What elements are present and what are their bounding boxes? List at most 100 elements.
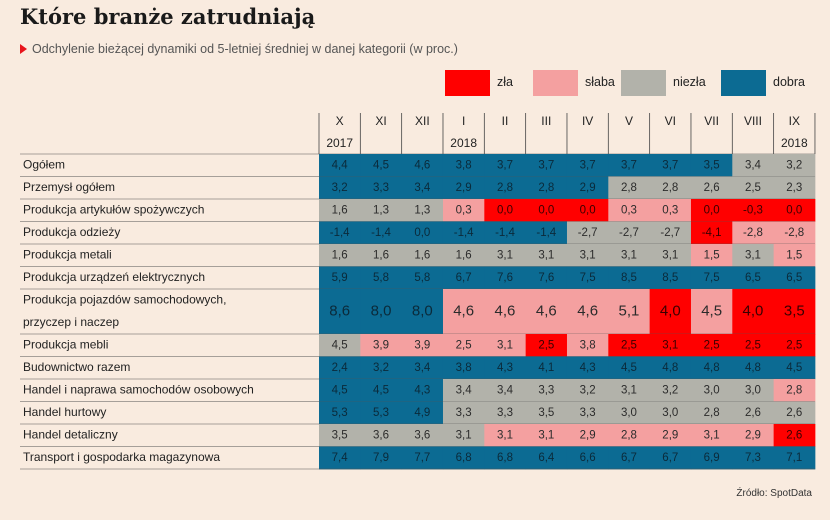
- data-cell: [649, 401, 692, 425]
- data-cell: [690, 334, 733, 357]
- cell-value: 3,4: [497, 384, 514, 396]
- cell-value: 4,8: [662, 362, 678, 374]
- cell-value: 3,3: [580, 407, 596, 419]
- cell-value: 3,1: [662, 339, 678, 351]
- data-cell: [484, 221, 527, 245]
- cell-value: 4,5: [621, 362, 637, 374]
- data-cell: [319, 266, 361, 290]
- cell-value: 2,9: [745, 429, 761, 441]
- cell-value: 3,1: [704, 429, 720, 441]
- cell-value: 3,6: [373, 429, 389, 441]
- data-cell: [319, 221, 361, 245]
- data-cell: [608, 221, 651, 245]
- cell-value: 5,3: [373, 407, 389, 419]
- cell-value: 6,9: [704, 452, 720, 464]
- cell-value: 6,6: [580, 452, 596, 464]
- cell-value: 7,5: [704, 272, 720, 284]
- data-cell: [690, 289, 733, 335]
- cell-value: 5,8: [414, 272, 430, 284]
- data-cell: [442, 334, 485, 357]
- cell-value: 7,4: [332, 452, 349, 464]
- cell-value: 3,4: [414, 362, 431, 374]
- data-cell: [360, 176, 403, 200]
- data-cell: [525, 379, 568, 402]
- data-cell: [484, 266, 527, 290]
- row-label: Produkcja mebli: [23, 337, 108, 351]
- data-cell: [360, 401, 403, 425]
- data-cell: [566, 446, 609, 470]
- cell-value: 6,8: [456, 452, 472, 464]
- data-cell: [773, 446, 816, 470]
- cell-value: 3,1: [497, 249, 513, 261]
- data-cell: [360, 379, 403, 402]
- cell-value: 3,1: [621, 384, 637, 396]
- data-cell: [566, 356, 609, 380]
- data-cell: [649, 154, 692, 177]
- data-cell: [484, 289, 527, 335]
- data-cell: [442, 221, 485, 245]
- cell-value: 4,5: [701, 302, 722, 319]
- data-cell: [732, 446, 775, 470]
- data-cell: [442, 176, 485, 200]
- source-note: Źródło: SpotData: [736, 488, 812, 499]
- cell-value: 4,3: [414, 384, 430, 396]
- cell-value: 7,6: [538, 272, 554, 284]
- data-cell: [608, 244, 651, 267]
- data-cell: [732, 401, 775, 425]
- cell-value: 2,6: [704, 182, 720, 194]
- cell-value: 8,5: [662, 272, 678, 284]
- data-cell: [773, 424, 816, 447]
- cell-value: 3,5: [704, 159, 720, 171]
- cell-value: 8,0: [371, 302, 392, 319]
- cell-value: -1,4: [454, 227, 474, 239]
- data-cell: [690, 266, 733, 290]
- data-cell: [319, 334, 361, 357]
- data-cell: [566, 289, 609, 335]
- cell-value: 2,8: [621, 182, 637, 194]
- subtitle-text: Odchylenie bieżącej dynamiki od 5-letnie…: [32, 42, 458, 56]
- data-cell: [690, 176, 733, 200]
- cell-value: 3,1: [662, 249, 678, 261]
- triangle-bullet-icon: [20, 44, 27, 54]
- data-cell: [525, 244, 568, 267]
- cell-value: 1,6: [373, 249, 389, 261]
- cell-value: 3,5: [332, 429, 348, 441]
- data-cell: [442, 289, 485, 335]
- cell-value: 0,0: [580, 204, 596, 216]
- column-header: VI: [665, 114, 676, 128]
- data-cell: [773, 356, 816, 380]
- data-cell: [649, 379, 692, 402]
- cell-value: 6,4: [538, 452, 555, 464]
- cell-value: 1,6: [332, 204, 348, 216]
- data-cell: [401, 289, 444, 335]
- data-cell: [442, 401, 485, 425]
- row-label: Budownictwo razem: [23, 360, 130, 374]
- data-cell: [690, 446, 733, 470]
- data-cell: [525, 334, 568, 357]
- cell-value: 4,5: [373, 159, 389, 171]
- cell-value: 6,5: [786, 272, 802, 284]
- data-cell: [484, 446, 527, 470]
- row-label: Ogółem: [23, 157, 65, 171]
- data-cell: [484, 334, 527, 357]
- data-cell: [608, 289, 651, 335]
- data-cell: [649, 266, 692, 290]
- data-cell: [484, 154, 527, 177]
- cell-value: 2,9: [580, 182, 596, 194]
- legend-swatch-niezla: [621, 70, 666, 96]
- cell-value: 2,9: [662, 429, 678, 441]
- data-cell: [649, 176, 692, 200]
- cell-value: 4,5: [332, 339, 348, 351]
- data-cell: [525, 154, 568, 177]
- cell-value: 3,3: [456, 407, 472, 419]
- cell-value: 3,1: [456, 429, 472, 441]
- legend-label-slaba: słaba: [585, 75, 615, 89]
- data-cell: [360, 446, 403, 470]
- cell-value: 0,0: [414, 227, 430, 239]
- cell-value: -2,8: [743, 227, 763, 239]
- data-cell: [608, 154, 651, 177]
- cell-value: 6,7: [621, 452, 637, 464]
- row-label-line2: przyczep i naczep: [23, 315, 119, 329]
- cell-value: -0,3: [743, 204, 763, 216]
- data-cell: [732, 356, 775, 380]
